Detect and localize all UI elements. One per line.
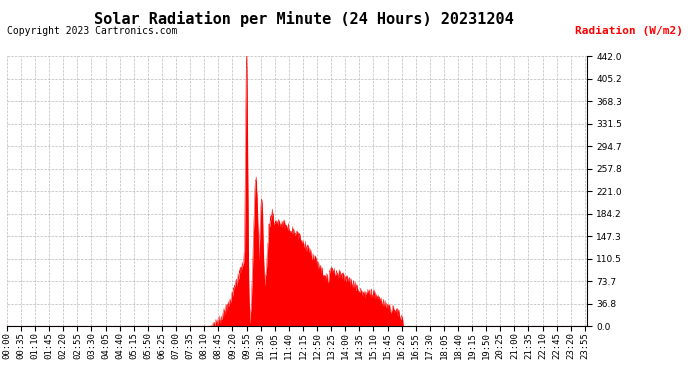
Text: Solar Radiation per Minute (24 Hours) 20231204: Solar Radiation per Minute (24 Hours) 20… xyxy=(94,11,513,27)
Text: Copyright 2023 Cartronics.com: Copyright 2023 Cartronics.com xyxy=(7,26,177,36)
Text: Radiation (W/m2): Radiation (W/m2) xyxy=(575,26,683,36)
